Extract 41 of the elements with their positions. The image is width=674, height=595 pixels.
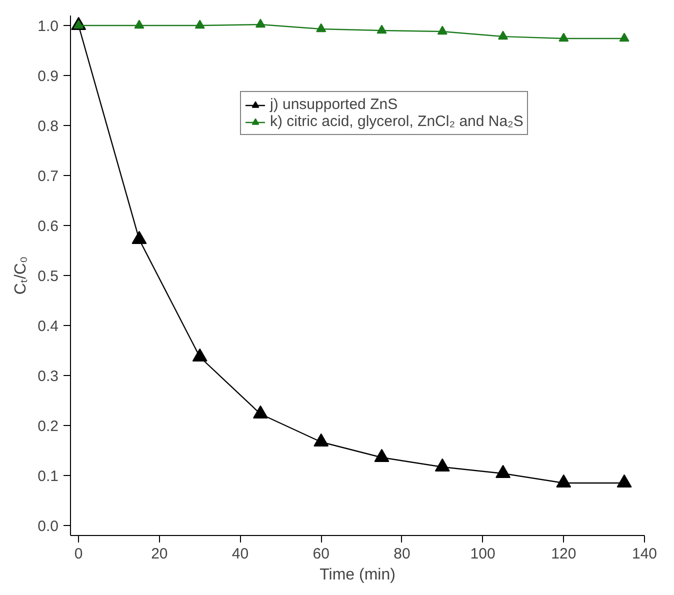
x-tick-label: 20 [151,546,168,562]
y-tick-label: 0.0 [38,518,59,535]
y-tick-label: 0.8 [38,118,59,135]
point [619,32,630,42]
y-tick-label: 0.2 [38,418,59,435]
x-tick-label: 140 [632,546,658,562]
y-tick-label: 0.3 [38,368,59,385]
point [556,474,572,488]
x-axis-title: Time (min) [320,566,396,584]
y-tick-label: 0.7 [38,168,59,185]
y-tick-label: 0.5 [38,268,59,285]
point [434,458,450,472]
x-tick-label: 80 [394,546,410,562]
point [374,448,390,462]
x-tick-label: 100 [470,546,496,562]
point [437,26,448,35]
x-tick-label: 120 [551,546,576,562]
point [376,24,387,34]
point [194,20,205,29]
x-tick-label: 60 [312,546,330,562]
y-tick-label: 0.9 [38,68,59,85]
point [316,23,326,32]
point [558,32,569,42]
x-tick-label: 0 [74,546,83,562]
point [616,474,632,488]
legend-label: j) unsupported ZnS [270,96,398,113]
legend-label: k) citric acid, glycerol, ZnCl₂ and Na₂S [270,113,524,130]
y-tick-label: 0.4 [38,318,59,335]
point [192,348,208,362]
point [134,20,144,29]
x-tick-label: 40 [232,546,249,562]
point [132,230,147,244]
y-axis-title: Cₜ/C₀ [12,256,30,295]
y-tick-label: 0.6 [38,218,59,235]
y-tick-label: 1.0 [38,18,59,35]
point [498,30,508,40]
point [255,18,266,28]
point [252,405,268,419]
y-tick-label: 0.1 [38,468,59,485]
point [314,433,329,447]
point [496,464,511,478]
